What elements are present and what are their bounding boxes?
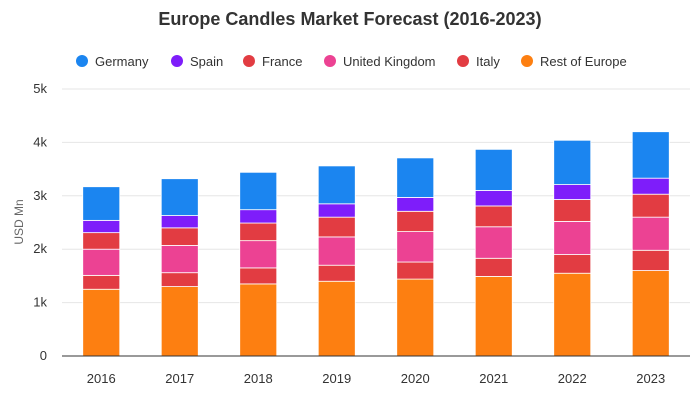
legend-item-united-kingdom[interactable]: United Kingdom	[324, 54, 436, 69]
x-tick-label: 2020	[401, 371, 430, 386]
bar-segment-united-kingdom-2021[interactable]	[474, 226, 513, 259]
y-tick-label: 5k	[33, 81, 47, 96]
bar-stack-2021	[474, 148, 513, 357]
bar-stack-2016	[82, 186, 121, 357]
x-tick-label: 2017	[165, 371, 194, 386]
bar-segment-united-kingdom-2023[interactable]	[631, 216, 670, 251]
bar-segment-spain-2020[interactable]	[396, 197, 435, 212]
bar-segment-united-kingdom-2016[interactable]	[82, 248, 121, 276]
bar-segment-germany-2017[interactable]	[160, 178, 199, 216]
bar-segment-france-2021[interactable]	[474, 205, 513, 228]
bar-segment-italy-2022[interactable]	[553, 254, 592, 274]
legend-marker	[324, 55, 336, 67]
y-tick-label: 3k	[33, 188, 47, 203]
bar-segment-italy-2023[interactable]	[631, 249, 670, 271]
legend-label: United Kingdom	[343, 54, 436, 69]
legend-item-italy[interactable]: Italy	[457, 54, 500, 69]
bar-segment-rest-of-europe-2016[interactable]	[82, 288, 121, 357]
bar-stack-2020	[396, 157, 435, 357]
bar-segment-france-2016[interactable]	[82, 232, 121, 250]
bar-segment-spain-2016[interactable]	[82, 219, 121, 234]
bar-segment-united-kingdom-2022[interactable]	[553, 221, 592, 255]
bar-segment-spain-2017[interactable]	[160, 215, 199, 229]
bar-segment-spain-2021[interactable]	[474, 190, 513, 207]
x-axis-ticks: 2016 2017 2018 2019 2020 2021 2022 2023	[87, 371, 665, 386]
bar-segment-italy-2016[interactable]	[82, 274, 121, 290]
bar-segment-united-kingdom-2019[interactable]	[317, 236, 356, 266]
bar-segment-germany-2021[interactable]	[474, 148, 513, 191]
gridlines	[62, 88, 690, 304]
bar-segment-spain-2018[interactable]	[239, 209, 278, 224]
y-tick-label: 2k	[33, 241, 47, 256]
bar-segment-rest-of-europe-2021[interactable]	[474, 276, 513, 357]
legend-marker	[171, 55, 183, 67]
x-tick-label: 2018	[244, 371, 273, 386]
bars	[82, 131, 670, 357]
legend-marker	[243, 55, 255, 67]
legend-label: Germany	[95, 54, 149, 69]
legend-label: Spain	[190, 54, 223, 69]
bar-segment-germany-2019[interactable]	[317, 165, 356, 205]
x-tick-label: 2021	[479, 371, 508, 386]
bar-segment-united-kingdom-2020[interactable]	[396, 231, 435, 263]
bar-segment-spain-2023[interactable]	[631, 177, 670, 195]
legend-item-france[interactable]: France	[243, 54, 302, 69]
bar-segment-france-2018[interactable]	[239, 222, 278, 242]
bar-stack-2022	[553, 139, 592, 357]
x-tick-label: 2023	[636, 371, 665, 386]
x-tick-label: 2022	[558, 371, 587, 386]
legend-item-germany[interactable]: Germany	[76, 54, 149, 69]
bar-segment-germany-2018[interactable]	[239, 171, 278, 211]
bar-segment-rest-of-europe-2019[interactable]	[317, 280, 356, 357]
chart-title: Europe Candles Market Forecast (2016-202…	[158, 9, 541, 29]
bar-segment-rest-of-europe-2017[interactable]	[160, 286, 199, 357]
bar-segment-spain-2019[interactable]	[317, 203, 356, 218]
bar-segment-spain-2022[interactable]	[553, 184, 592, 200]
y-tick-label: 1k	[33, 295, 47, 310]
legend-marker	[76, 55, 88, 67]
legend-item-spain[interactable]: Spain	[171, 54, 223, 69]
bar-segment-rest-of-europe-2020[interactable]	[396, 278, 435, 357]
bar-segment-united-kingdom-2018[interactable]	[239, 240, 278, 269]
y-tick-label: 4k	[33, 134, 47, 149]
bar-segment-germany-2022[interactable]	[553, 139, 592, 185]
x-tick-label: 2016	[87, 371, 116, 386]
y-axis-title: USD Mn	[12, 199, 26, 244]
bar-segment-france-2017[interactable]	[160, 227, 199, 246]
bar-segment-france-2020[interactable]	[396, 210, 435, 232]
legend-marker	[457, 55, 469, 67]
bar-segment-united-kingdom-2017[interactable]	[160, 245, 199, 274]
legend: Germany Spain France United Kingdom Italy Res…	[76, 54, 627, 69]
legend-label: Rest of Europe	[540, 54, 627, 69]
legend-item-rest-of-europe[interactable]: Rest of Europe	[521, 54, 627, 69]
legend-label: Italy	[476, 54, 500, 69]
bar-segment-germany-2023[interactable]	[631, 131, 670, 179]
bar-segment-italy-2019[interactable]	[317, 264, 356, 282]
bar-segment-germany-2016[interactable]	[82, 186, 121, 221]
bar-segment-rest-of-europe-2023[interactable]	[631, 270, 670, 357]
y-axis-ticks: 0 1k 2k 3k 4k 5k	[33, 81, 47, 363]
legend-marker	[521, 55, 533, 67]
bar-segment-germany-2020[interactable]	[396, 157, 435, 198]
bar-segment-italy-2021[interactable]	[474, 257, 513, 277]
x-tick-label: 2019	[322, 371, 351, 386]
bar-segment-italy-2020[interactable]	[396, 261, 435, 280]
bar-stack-2018	[239, 171, 278, 357]
bar-segment-rest-of-europe-2022[interactable]	[553, 272, 592, 357]
bar-segment-france-2023[interactable]	[631, 193, 670, 218]
bar-segment-france-2019[interactable]	[317, 216, 356, 238]
bar-segment-france-2022[interactable]	[553, 199, 592, 222]
bar-stack-2023	[631, 131, 670, 357]
bar-segment-rest-of-europe-2018[interactable]	[239, 283, 278, 357]
legend-label: France	[262, 54, 302, 69]
bar-stack-2019	[317, 165, 356, 357]
bar-stack-2017	[160, 178, 199, 357]
y-tick-label: 0	[40, 348, 47, 363]
bar-segment-italy-2017[interactable]	[160, 272, 199, 287]
bar-segment-italy-2018[interactable]	[239, 267, 278, 285]
